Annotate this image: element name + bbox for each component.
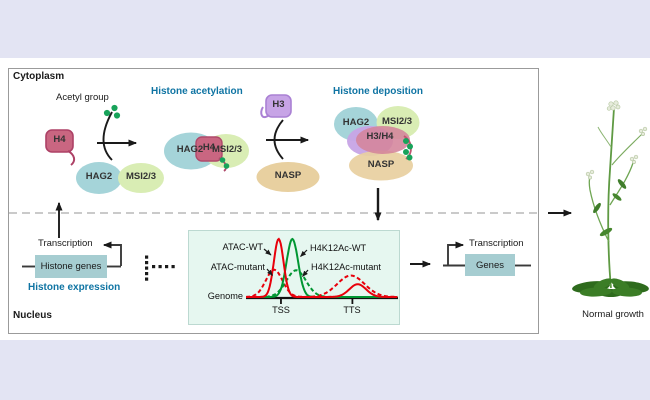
histone-genes-diagram bbox=[22, 241, 122, 268]
histone-acetylation-title: Histone acetylation bbox=[151, 86, 243, 97]
nucleus-label: Nucleus bbox=[13, 310, 52, 321]
genome-axis-label: Genome bbox=[207, 291, 243, 301]
histone-deposition-title: Histone deposition bbox=[333, 86, 423, 97]
acetyl-group-dots bbox=[103, 104, 121, 119]
msi23-deposition-label: MSI2/3 bbox=[381, 116, 413, 127]
histone-genes-box: Histone genes bbox=[35, 255, 107, 278]
chart-curves bbox=[246, 237, 398, 298]
h4-label: H4 bbox=[53, 134, 66, 145]
acetylation-reaction-arrow bbox=[97, 111, 138, 161]
tts-tick-label: TTS bbox=[343, 305, 361, 315]
h4-complex-label: H4 bbox=[202, 142, 216, 153]
chart-leader-arrows bbox=[263, 248, 309, 277]
h3h4-label: H3/H4 bbox=[366, 131, 394, 142]
deposition-reaction-arrow bbox=[266, 119, 310, 160]
histone-expression-title: Histone expression bbox=[28, 282, 121, 293]
hag2-label: HAG2 bbox=[85, 171, 113, 182]
hag2-msi23-free-complex bbox=[76, 162, 164, 194]
legend-h4k12ac-mutant: H4K12Ac-mutant bbox=[311, 262, 381, 272]
transcription-left-label: Transcription bbox=[38, 238, 93, 249]
normal-growth-label: Normal growth bbox=[582, 309, 644, 320]
msi23-complex-label: MSI2/3 bbox=[211, 144, 243, 155]
acetyl-group-label: Acetyl group bbox=[56, 92, 109, 103]
nasp-deposition-label: NASP bbox=[367, 159, 395, 170]
h3-protein-shape bbox=[260, 94, 292, 119]
genes-diagram bbox=[443, 241, 531, 267]
h4-protein-shape bbox=[45, 129, 76, 166]
genome-chart-panel bbox=[188, 230, 400, 325]
plant-illustration bbox=[572, 100, 649, 297]
bottom-margin-band bbox=[0, 340, 650, 400]
dotted-connector bbox=[145, 255, 175, 281]
genome-axis bbox=[246, 296, 398, 304]
hag2-complex-label: HAG2 bbox=[176, 144, 204, 155]
genes-box: Genes bbox=[465, 254, 515, 276]
legend-h4k12ac-wt: H4K12Ac-WT bbox=[310, 243, 367, 253]
tss-tick-label: TSS bbox=[272, 305, 290, 315]
top-margin-band bbox=[0, 0, 650, 58]
hag2-deposition-label: HAG2 bbox=[342, 117, 370, 128]
cytoplasm-label: Cytoplasm bbox=[13, 71, 65, 82]
nasp-protein-shape bbox=[256, 162, 320, 192]
nasp-label: NASP bbox=[274, 170, 302, 181]
h3-label: H3 bbox=[272, 99, 285, 110]
acetylation-complex bbox=[164, 132, 249, 172]
msi23-label: MSI2/3 bbox=[125, 171, 157, 182]
chart-curve-ATAC-WT bbox=[246, 237, 398, 298]
deposition-complex bbox=[334, 106, 420, 181]
transcription-right-label: Transcription bbox=[469, 238, 524, 249]
chart-curve-ATAC-mutant bbox=[246, 268, 398, 298]
legend-atac-wt: ATAC-WT bbox=[222, 242, 263, 252]
legend-atac-mutant: ATAC-mutant bbox=[210, 262, 265, 272]
